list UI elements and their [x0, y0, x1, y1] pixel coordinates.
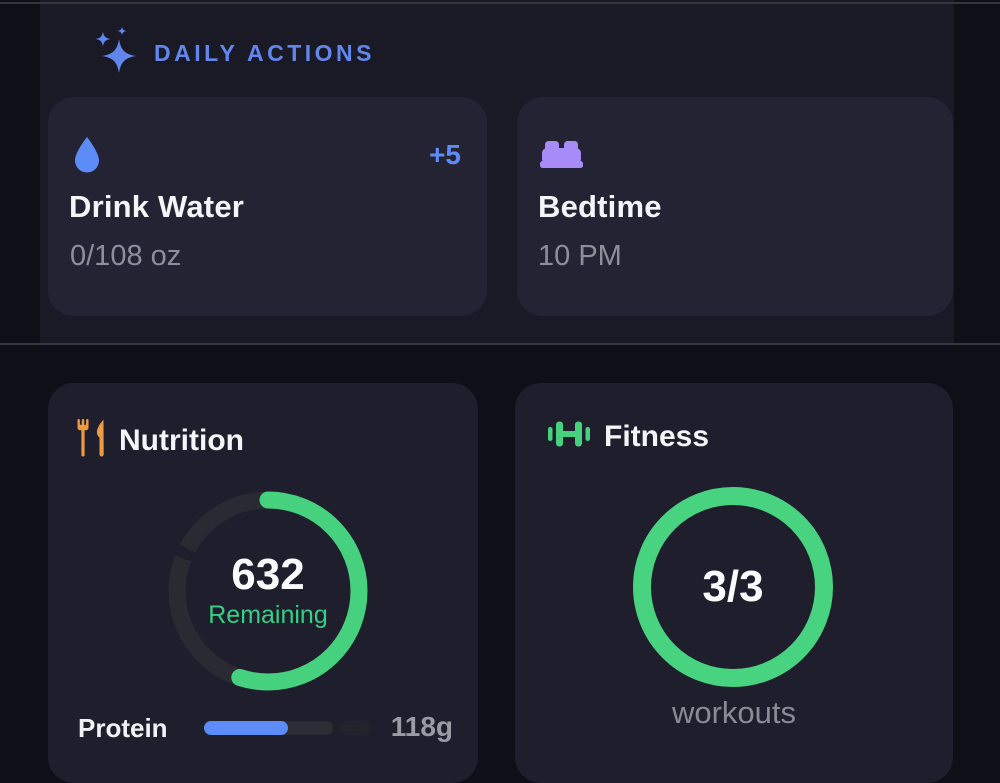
fitness-card[interactable]: Fitness 3/3 workouts [515, 383, 953, 783]
nutrition-title: Nutrition [119, 423, 244, 457]
drink-water-card[interactable]: +5 Drink Water 0/108 oz [48, 97, 487, 316]
protein-progress-bar [204, 721, 371, 735]
water-reward-badge: +5 [429, 139, 461, 170]
bedtime-card-value: 10 PM [538, 240, 622, 272]
protein-bar-track-extra [340, 721, 371, 735]
daily-actions-header: DAILY ACTIONS [95, 26, 375, 81]
protein-value: 118g [390, 711, 453, 742]
nutrition-card[interactable]: Nutrition 632 Remaining Protein 118g [48, 383, 478, 783]
calories-ring-center: 632 Remaining [168, 491, 368, 691]
calories-remaining-label: Remaining [208, 601, 328, 630]
protein-label: Protein [78, 713, 168, 743]
protein-bar-fill [204, 721, 288, 735]
bedtime-card-title: Bedtime [538, 189, 662, 224]
workouts-ring: 3/3 [633, 487, 833, 687]
dumbbell-icon [548, 419, 590, 454]
calories-ring: 632 Remaining [167, 490, 369, 692]
water-card-value: 0/108 oz [70, 240, 182, 272]
sparkles-icon [95, 26, 139, 81]
daily-actions-title: DAILY ACTIONS [154, 40, 376, 66]
fitness-title: Fitness [604, 419, 710, 453]
workouts-value: 3/3 [702, 561, 764, 611]
water-card-title: Drink Water [69, 189, 245, 224]
section-divider [0, 343, 1000, 345]
water-drop-icon [74, 137, 100, 178]
utensils-icon [77, 419, 105, 462]
nutrition-card-header: Nutrition [77, 419, 244, 462]
top-divider [0, 2, 1000, 4]
bed-icon [540, 141, 584, 176]
fitness-card-header: Fitness [548, 419, 709, 454]
workouts-ring-center: 3/3 [633, 487, 833, 687]
bedtime-card[interactable]: Bedtime 10 PM [517, 97, 953, 316]
calories-remaining-value: 632 [231, 549, 305, 599]
workouts-label: workouts [671, 695, 797, 730]
